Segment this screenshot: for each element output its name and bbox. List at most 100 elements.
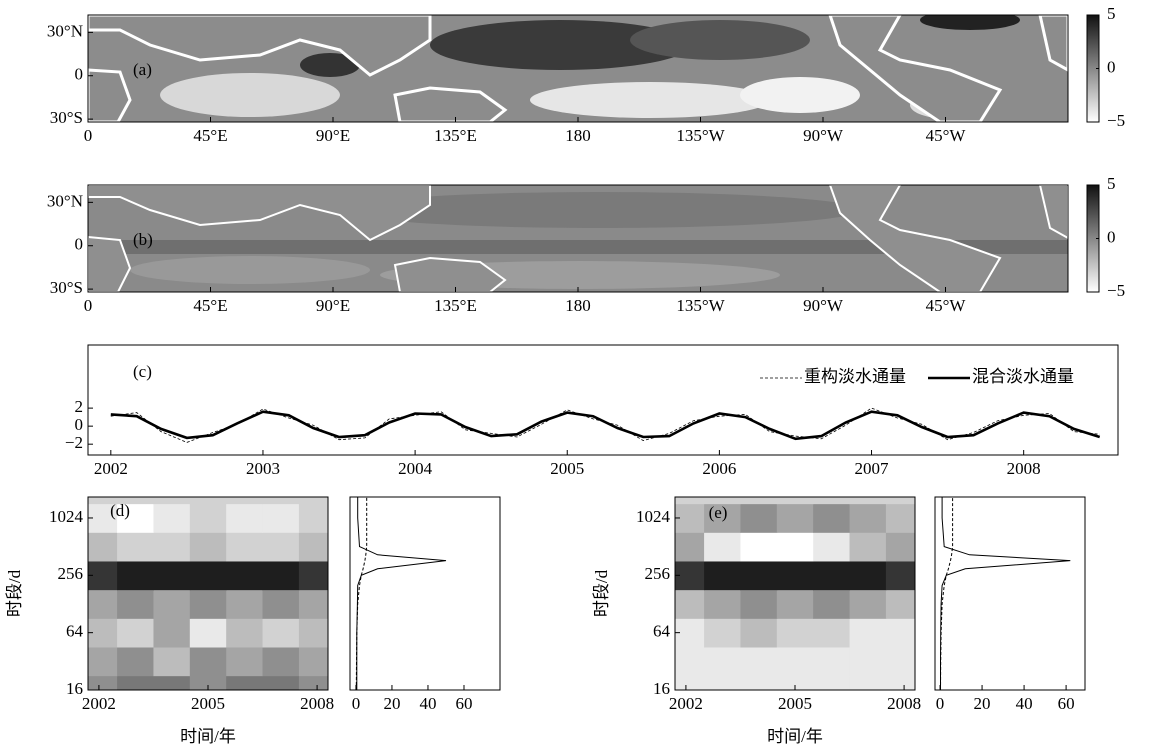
x-tick-label: 45°E bbox=[193, 296, 227, 315]
heatmap-cell bbox=[153, 647, 190, 676]
x-tick-label: 45°W bbox=[926, 296, 967, 315]
legend-label: 重构淡水通量 bbox=[804, 367, 906, 386]
figure: 045°E90°E135°E180135°W90°W45°W30°S030°N(… bbox=[0, 0, 1152, 750]
colorbar-tick-label: 0 bbox=[1107, 227, 1116, 246]
heatmap-cells bbox=[668, 475, 923, 705]
x-tick-label: 2008 bbox=[300, 694, 334, 713]
x-tick-label: 90°W bbox=[803, 126, 844, 145]
heatmap-cell bbox=[777, 618, 814, 647]
colorbar-tick-label: −5 bbox=[1107, 111, 1125, 130]
heatmap-cell bbox=[704, 647, 741, 676]
heatmap-cell bbox=[704, 590, 741, 619]
y-tick-label: 30°S bbox=[50, 108, 83, 127]
x-tick-label: 2005 bbox=[550, 459, 584, 478]
y-tick-label: 64 bbox=[653, 622, 671, 641]
heatmap-cell bbox=[299, 475, 336, 504]
heatmap-cell bbox=[226, 590, 263, 619]
x-tick-label: 2006 bbox=[702, 459, 736, 478]
heatmap-cell bbox=[190, 475, 227, 504]
x-tick-label: 135°E bbox=[434, 126, 477, 145]
heatmap-cell bbox=[704, 561, 741, 590]
y-axis-label: 时段/d bbox=[5, 569, 24, 617]
heatmap-cell bbox=[850, 475, 887, 504]
heatmap-cell bbox=[668, 647, 705, 676]
heatmap-cell bbox=[777, 590, 814, 619]
x-tick-label: 2008 bbox=[887, 694, 921, 713]
plot-frame bbox=[350, 497, 500, 690]
x-tick-label: 90°E bbox=[316, 296, 350, 315]
x-tick-label: 180 bbox=[565, 126, 591, 145]
y-tick-label: 64 bbox=[66, 622, 84, 641]
map-shading bbox=[88, 10, 1068, 122]
heatmap-cell bbox=[740, 475, 777, 504]
panel-label: (d) bbox=[110, 501, 130, 520]
heatmap-cell bbox=[668, 590, 705, 619]
y-tick-label: 2 bbox=[75, 397, 84, 416]
y-tick-label: 1024 bbox=[636, 507, 671, 526]
y-tick-label: 0 bbox=[75, 415, 84, 434]
panel-label: (b) bbox=[133, 230, 153, 249]
colorbar-tick-label: 0 bbox=[1107, 57, 1116, 76]
x-tick-label: 2008 bbox=[1007, 459, 1041, 478]
heatmap-cell bbox=[886, 532, 923, 561]
heatmap-cell bbox=[81, 475, 118, 504]
heatmap-cell bbox=[81, 590, 118, 619]
series-line bbox=[111, 412, 1100, 439]
legend-label: 混合淡水通量 bbox=[972, 367, 1074, 386]
heatmap-cell bbox=[777, 647, 814, 676]
x-tick-label: 2003 bbox=[246, 459, 280, 478]
x-tick-label: 40 bbox=[419, 694, 436, 713]
heatmap-cell bbox=[886, 561, 923, 590]
x-tick-label: 2002 bbox=[669, 694, 703, 713]
heatmap-cell bbox=[886, 618, 923, 647]
heatmap-cell bbox=[740, 561, 777, 590]
x-tick-label: 0 bbox=[84, 126, 93, 145]
y-tick-label: 0 bbox=[75, 65, 84, 84]
heatmap-cell bbox=[886, 647, 923, 676]
x-tick-label: 2007 bbox=[855, 459, 890, 478]
heatmap-cell bbox=[81, 647, 118, 676]
x-tick-label: 0 bbox=[936, 694, 945, 713]
heatmap-cell bbox=[850, 561, 887, 590]
x-tick-label: 2004 bbox=[398, 459, 433, 478]
heatmap-cell bbox=[777, 561, 814, 590]
heatmap-cell bbox=[117, 561, 154, 590]
plot-frame bbox=[88, 345, 1118, 455]
y-tick-label: −2 bbox=[65, 433, 83, 452]
heatmap-cell bbox=[777, 475, 814, 504]
x-axis-label: 时间/年 bbox=[180, 727, 236, 746]
heatmap-cell bbox=[190, 647, 227, 676]
y-tick-label: 256 bbox=[645, 564, 671, 583]
x-tick-label: 20 bbox=[383, 694, 400, 713]
x-tick-label: 45°E bbox=[193, 126, 227, 145]
heatmap-cell bbox=[81, 618, 118, 647]
heatmap-cell bbox=[740, 504, 777, 533]
heatmap-cell bbox=[190, 618, 227, 647]
x-tick-label: 60 bbox=[1058, 694, 1075, 713]
heatmap-cell bbox=[263, 504, 300, 533]
spectrum-line bbox=[357, 497, 446, 690]
heatmap-cell bbox=[226, 618, 263, 647]
heatmap-cell bbox=[263, 532, 300, 561]
heatmap-cell bbox=[299, 647, 336, 676]
y-axis-label: 时段/d bbox=[592, 569, 611, 617]
heatmap-cell bbox=[153, 590, 190, 619]
heatmap-cell bbox=[226, 532, 263, 561]
x-axis-label: 时间/年 bbox=[767, 727, 823, 746]
heatmap-cell bbox=[190, 504, 227, 533]
x-tick-label: 90°W bbox=[803, 296, 844, 315]
x-tick-label: 2002 bbox=[82, 694, 116, 713]
heatmap-cell bbox=[153, 618, 190, 647]
x-tick-label: 40 bbox=[1016, 694, 1033, 713]
x-tick-label: 135°E bbox=[434, 296, 477, 315]
heatmap-cell bbox=[668, 475, 705, 504]
heatmap-cell bbox=[299, 590, 336, 619]
x-tick-label: 0 bbox=[84, 296, 93, 315]
y-tick-label: 16 bbox=[66, 679, 83, 698]
heatmap-cell bbox=[263, 647, 300, 676]
y-tick-label: 30°N bbox=[47, 21, 83, 40]
heatmap-cell bbox=[81, 532, 118, 561]
colorbar-tick-label: 5 bbox=[1107, 174, 1116, 193]
heatmap-cell bbox=[190, 532, 227, 561]
heatmap-cell bbox=[850, 504, 887, 533]
